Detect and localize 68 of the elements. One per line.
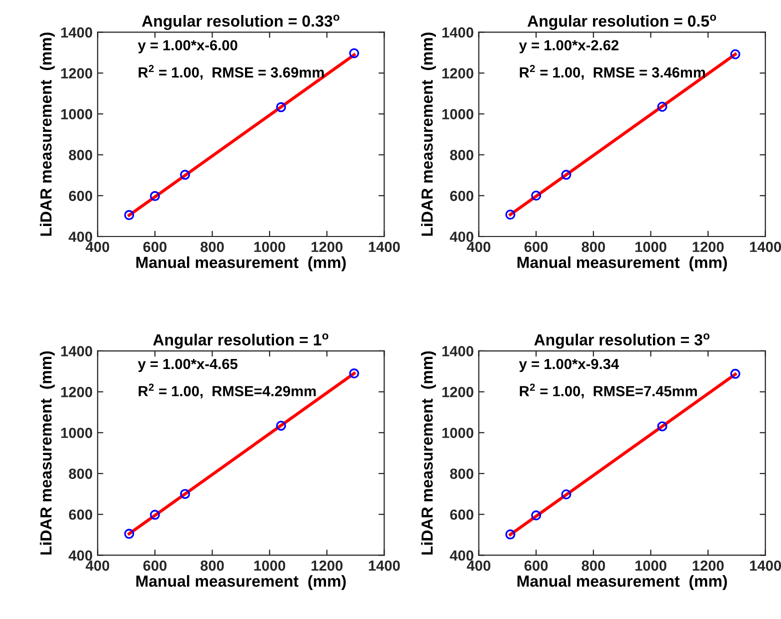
annotation: R$^{2}$ = 1.00, RMSE=4.29mm (138, 384, 316, 398)
x-tick-label: 1400 (368, 560, 400, 571)
x-tick-label: 1400 (750, 560, 781, 571)
annotation: R$^{2}$ = 1.00, RMSE=7.45mm (520, 384, 697, 398)
x-tick-label: 800 (582, 560, 605, 571)
x-tick-label: 600 (143, 560, 167, 571)
x-tick-label: 600 (524, 242, 548, 252)
x-tick-label: 1000 (635, 560, 666, 571)
x-tick-label: 600 (524, 560, 548, 571)
x-tick-label: 400 (466, 242, 490, 252)
annotation: y = 1.00*x-4.65 (138, 358, 238, 372)
y-tick-label: 800 (450, 150, 474, 160)
x-axis-title: Manual measurement (mm) (518, 575, 727, 590)
annotation: y = 1.00*x-6.00 (138, 40, 238, 54)
y-tick-label: 1400 (61, 346, 92, 356)
y-axis-title: LiDAR measurement (mm) (421, 351, 436, 555)
x-tick-label: 400 (86, 560, 110, 571)
x-tick-label: 800 (582, 242, 605, 252)
chart-title: Angular resolution = 0.33$^{o}$ (142, 14, 340, 30)
y-tick-label: 800 (450, 468, 474, 479)
annotation: R$^{2}$ = 1.00, RMSE = 3.46mm (520, 64, 705, 80)
y-tick-label: 600 (68, 509, 92, 520)
y-tick-label: 400 (450, 232, 474, 242)
y-tick-label: 400 (68, 232, 92, 242)
y-tick-label: 400 (450, 550, 474, 561)
x-tick-label: 1200 (312, 242, 343, 252)
y-tick-label: 1200 (61, 386, 92, 398)
annotation: y = 1.00*x-2.62 (519, 40, 618, 54)
y-axis-title: LiDAR measurement (mm) (40, 32, 55, 236)
x-tick-label: 800 (200, 242, 224, 252)
y-tick-label: 600 (68, 190, 92, 202)
x-tick-label: 1400 (750, 242, 781, 252)
chart-title: Angular resolution = 1$^{o}$ (153, 333, 328, 349)
x-tick-label: 1000 (254, 242, 286, 252)
y-axis-title: LiDAR measurement (mm) (40, 351, 55, 555)
y-tick-label: 600 (450, 509, 474, 520)
y-tick-label: 1000 (442, 109, 474, 120)
y-tick-label: 1200 (442, 68, 474, 78)
chart-title: Angular resolution = 0.5$^{o}$ (528, 14, 716, 30)
y-tick-label: 600 (450, 190, 474, 202)
x-tick-label: 600 (143, 242, 167, 252)
annotation: y = 1.00*x-9.34 (519, 358, 619, 372)
y-axis-title: LiDAR measurement (mm) (421, 32, 436, 236)
y-tick-label: 1200 (442, 386, 474, 398)
y-tick-label: 1400 (442, 346, 474, 356)
x-tick-label: 400 (466, 560, 490, 571)
y-tick-label: 1000 (61, 428, 92, 438)
y-tick-label: 400 (68, 550, 92, 561)
x-tick-label: 800 (200, 560, 224, 571)
y-tick-label: 1200 (61, 68, 92, 78)
y-tick-label: 800 (68, 468, 92, 479)
x-axis-title: Manual measurement (mm) (136, 575, 346, 590)
chart-title: Angular resolution = 3$^{o}$ (534, 333, 710, 349)
x-tick-label: 1000 (635, 242, 666, 252)
annotation: R$^{2}$ = 1.00, RMSE = 3.69mm (138, 64, 324, 80)
y-tick-label: 1400 (61, 27, 92, 38)
x-tick-label: 1000 (254, 560, 286, 571)
y-tick-label: 1000 (61, 109, 92, 120)
x-axis-title: Manual measurement (mm) (136, 256, 346, 272)
y-tick-label: 1000 (442, 428, 474, 438)
y-tick-label: 1400 (442, 27, 474, 38)
x-tick-label: 1200 (692, 242, 724, 252)
x-tick-label: 1200 (312, 560, 343, 571)
x-tick-label: 1400 (368, 242, 400, 252)
x-axis-title: Manual measurement (mm) (518, 256, 727, 272)
y-tick-label: 800 (68, 150, 92, 160)
x-tick-label: 400 (86, 242, 110, 252)
x-tick-label: 1200 (692, 560, 724, 571)
